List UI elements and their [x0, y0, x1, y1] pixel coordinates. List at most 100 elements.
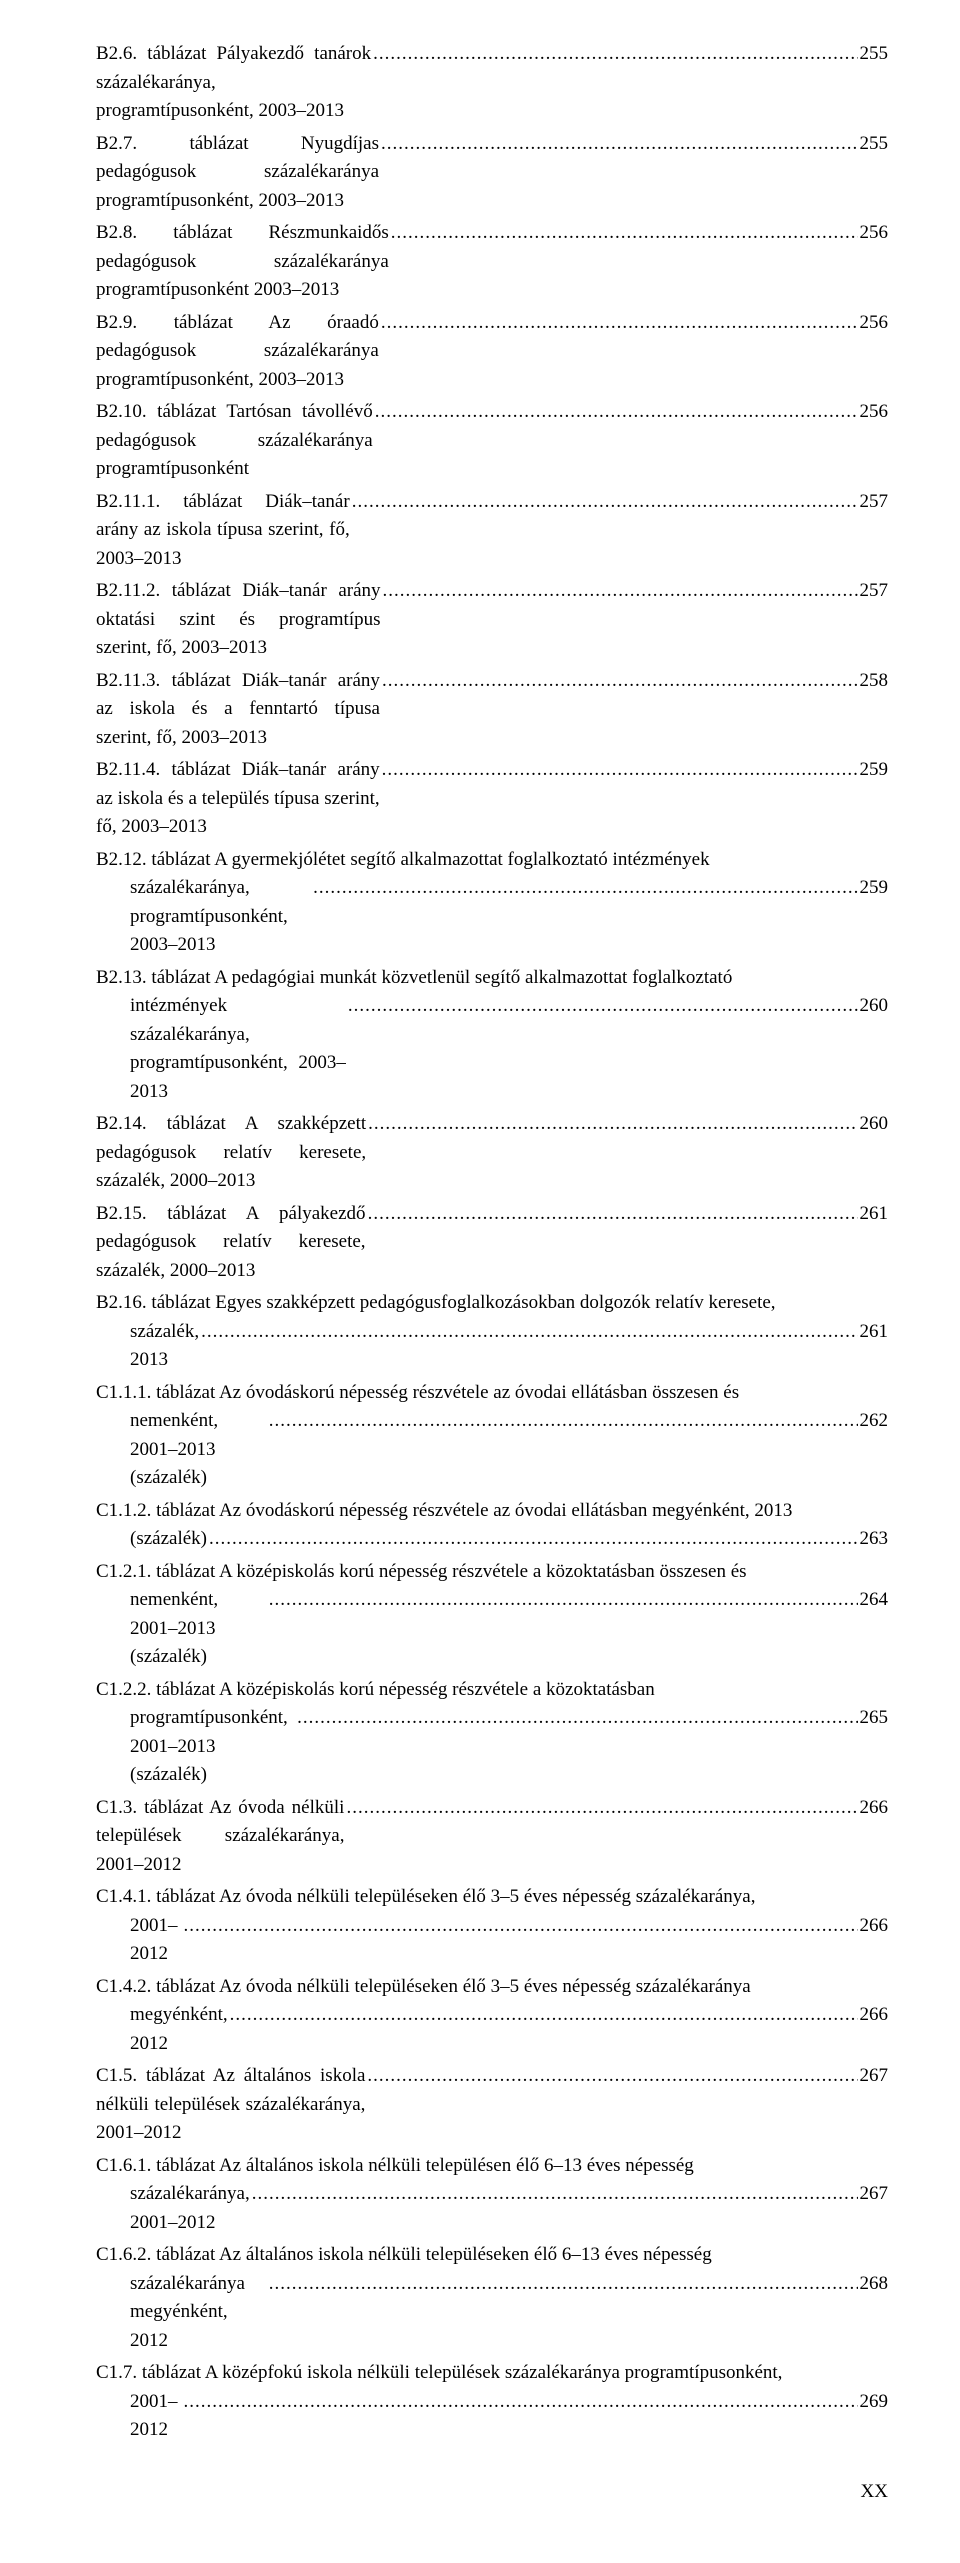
toc-entry-text: B2.7. táblázat Nyugdíjas pedagógusok szá… — [96, 130, 379, 216]
toc-entry-b2-9: B2.9. táblázat Az óraadó pedagógusok szá… — [96, 309, 888, 395]
toc-entry-c1-6-1: C1.6.1. táblázat Az általános iskola nél… — [96, 2152, 888, 2238]
toc-entry-text: százalékaránya megyénként, 2012 — [130, 2270, 267, 2356]
toc-leader — [366, 1110, 857, 1139]
toc-entry-text: C1.1.2. táblázat Az óvodáskorú népesség … — [96, 1500, 792, 1521]
toc-entry-text: B2.11.2. táblázat Diák–tanár arány oktat… — [96, 577, 381, 663]
toc-entry-c1-1-1: C1.1.1. táblázat Az óvodáskorú népesség … — [96, 1379, 888, 1493]
toc-entry-page: 264 — [858, 1586, 889, 1615]
toc-entry-page: 265 — [858, 1704, 889, 1733]
toc-entry-b2-8: B2.8. táblázat Részmunkaidős pedagógusok… — [96, 219, 888, 305]
toc-leader — [371, 40, 857, 69]
toc-entry-text: nemenként, 2001–2013 (százalék) — [130, 1586, 267, 1672]
toc-entry-text: B2.6. táblázat Pályakezdő tanárok százal… — [96, 40, 371, 126]
toc-entry-b2-12: B2.12. táblázat A gyermekjólétet segítő … — [96, 846, 888, 960]
toc-leader — [199, 1318, 857, 1347]
toc-leader — [228, 2001, 858, 2030]
toc-entry-b2-15: B2.15. táblázat A pályakezdő pedagógusok… — [96, 1200, 888, 1286]
toc-entry-text: B2.12. táblázat A gyermekjólétet segítő … — [96, 849, 710, 870]
toc-entry-page: 256 — [858, 309, 889, 338]
toc-entry-text: (százalék) — [130, 1525, 207, 1554]
toc-entry-text: B2.14. táblázat A szakképzett pedagóguso… — [96, 1110, 366, 1196]
toc-entry-text: C1.7. táblázat A középfokú iskola nélkül… — [96, 2362, 782, 2383]
toc-entry-page: 261 — [858, 1318, 889, 1347]
toc-entry-text: C1.2.2. táblázat A középiskolás korú nép… — [96, 1679, 655, 1700]
table-of-contents: B2.6. táblázat Pályakezdő tanárok százal… — [96, 40, 888, 2445]
toc-entry-b2-7: B2.7. táblázat Nyugdíjas pedagógusok szá… — [96, 130, 888, 216]
toc-entry-text: megyénként, 2012 — [130, 2001, 228, 2058]
toc-leader — [346, 992, 858, 1021]
toc-entry-b2-11-4: B2.11.4. táblázat Diák–tanár arány az is… — [96, 756, 888, 842]
toc-leader — [389, 219, 858, 248]
toc-leader — [207, 1525, 858, 1554]
toc-entry-page: 257 — [858, 577, 889, 606]
toc-leader — [350, 488, 858, 517]
toc-entry-page: 260 — [858, 992, 889, 1021]
toc-entry-text: C1.4.2. táblázat Az óvoda nélküli telepü… — [96, 1976, 751, 1997]
toc-leader — [344, 1794, 857, 1823]
toc-entry-page: 269 — [858, 2388, 889, 2417]
toc-entry-text: B2.11.4. táblázat Diák–tanár arány az is… — [96, 756, 380, 842]
toc-entry-text: C1.3. táblázat Az óvoda nélküli települé… — [96, 1794, 344, 1880]
toc-entry-page: 257 — [858, 488, 889, 517]
toc-entry-text: százalékaránya, 2001–2012 — [130, 2180, 250, 2237]
toc-entry-c1-1-2: C1.1.2. táblázat Az óvodáskorú népesség … — [96, 1497, 888, 1554]
toc-entry-c1-4-1: C1.4.1. táblázat Az óvoda nélküli telepü… — [96, 1883, 888, 1969]
toc-entry-text: százalékaránya, programtípusonként, 2003… — [130, 874, 311, 960]
toc-entry-text: nemenként, 2001–2013 (százalék) — [130, 1407, 267, 1493]
toc-entry-text: B2.11.3. táblázat Diák–tanár arány az is… — [96, 667, 380, 753]
toc-leader — [379, 309, 858, 338]
toc-entry-page: 268 — [858, 2270, 889, 2299]
toc-entry-c1-6-2: C1.6.2. táblázat Az általános iskola nél… — [96, 2241, 888, 2355]
toc-entry-b2-13: B2.13. táblázat A pedagógiai munkát közv… — [96, 964, 888, 1107]
toc-entry-c1-2-1: C1.2.1. táblázat A középiskolás korú nép… — [96, 1558, 888, 1672]
toc-leader — [381, 577, 858, 606]
toc-entry-text: 2001–2012 — [130, 2388, 182, 2445]
toc-entry-page: 260 — [858, 1110, 889, 1139]
toc-entry-page: 262 — [858, 1407, 889, 1436]
toc-leader — [380, 667, 858, 696]
toc-leader — [373, 398, 858, 427]
toc-entry-page: 267 — [858, 2180, 889, 2209]
toc-entry-text: B2.11.1. táblázat Diák–tanár arány az is… — [96, 488, 350, 574]
toc-entry-page: 266 — [858, 2001, 889, 2030]
toc-entry-page: 256 — [858, 398, 889, 427]
toc-entry-text: B2.8. táblázat Részmunkaidős pedagógusok… — [96, 219, 389, 305]
toc-leader — [182, 1912, 858, 1941]
toc-entry-text: százalék, 2013 — [130, 1318, 199, 1375]
toc-entry-b2-11-3: B2.11.3. táblázat Diák–tanár arány az is… — [96, 667, 888, 753]
toc-entry-page: 259 — [858, 756, 889, 785]
toc-leader — [267, 1407, 858, 1436]
toc-entry-page: 258 — [858, 667, 889, 696]
toc-entry-c1-3: C1.3. táblázat Az óvoda nélküli települé… — [96, 1794, 888, 1880]
toc-entry-text: B2.10. táblázat Tartósan távollévő pedag… — [96, 398, 373, 484]
toc-leader — [295, 1704, 857, 1733]
toc-leader — [182, 2388, 858, 2417]
toc-entry-b2-14: B2.14. táblázat A szakképzett pedagóguso… — [96, 1110, 888, 1196]
toc-entry-text: B2.13. táblázat A pedagógiai munkát közv… — [96, 967, 732, 988]
toc-leader — [380, 756, 858, 785]
toc-entry-text: C1.1.1. táblázat Az óvodáskorú népesség … — [96, 1382, 739, 1403]
toc-entry-text: 2001–2012 — [130, 1912, 182, 1969]
toc-entry-text: B2.9. táblázat Az óraadó pedagógusok szá… — [96, 309, 379, 395]
toc-entry-text: intézmények százalékaránya, programtípus… — [130, 992, 346, 1106]
toc-entry-text: B2.15. táblázat A pályakezdő pedagógusok… — [96, 1200, 366, 1286]
toc-entry-page: 255 — [858, 40, 889, 69]
toc-entry-text: C1.4.1. táblázat Az óvoda nélküli telepü… — [96, 1886, 755, 1907]
toc-entry-c1-2-2: C1.2.2. táblázat A középiskolás korú nép… — [96, 1676, 888, 1790]
toc-entry-c1-5: C1.5. táblázat Az általános iskola nélkü… — [96, 2062, 888, 2148]
toc-entry-text: C1.5. táblázat Az általános iskola nélkü… — [96, 2062, 365, 2148]
toc-leader — [379, 130, 857, 159]
toc-entry-page: 255 — [858, 130, 889, 159]
toc-entry-page: 261 — [858, 1200, 889, 1229]
page-number: XX — [96, 2481, 888, 2503]
toc-leader — [267, 2270, 858, 2299]
toc-entry-b2-11-1: B2.11.1. táblázat Diák–tanár arány az is… — [96, 488, 888, 574]
toc-entry-page: 266 — [858, 1794, 889, 1823]
toc-entry-page: 267 — [858, 2062, 889, 2091]
toc-leader — [311, 874, 857, 903]
toc-entry-page: 263 — [858, 1525, 889, 1554]
toc-entry-text: programtípusonként, 2001–2013 (százalék) — [130, 1704, 295, 1790]
toc-entry-b2-10: B2.10. táblázat Tartósan távollévő pedag… — [96, 398, 888, 484]
toc-entry-text: C1.2.1. táblázat A középiskolás korú nép… — [96, 1561, 747, 1582]
toc-entry-b2-6: B2.6. táblázat Pályakezdő tanárok százal… — [96, 40, 888, 126]
